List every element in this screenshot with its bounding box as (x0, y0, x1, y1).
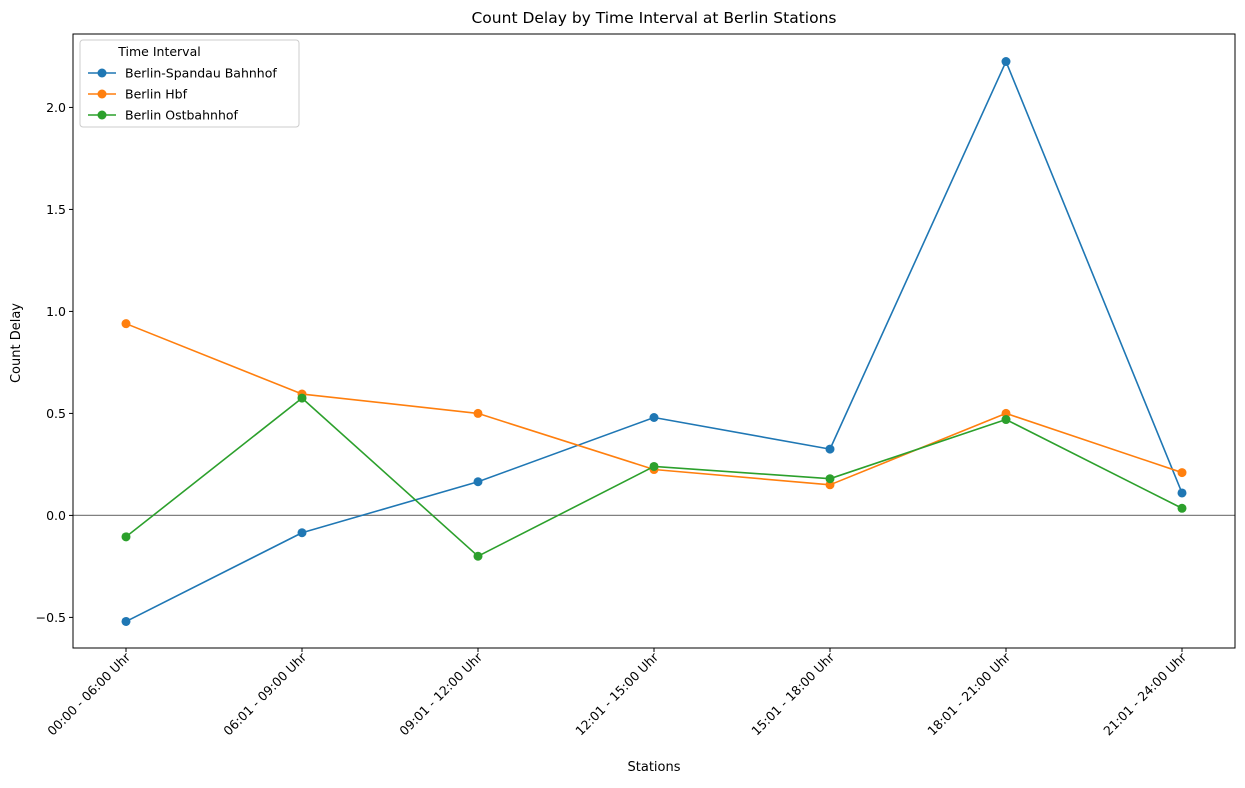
data-point-s0-5 (1001, 57, 1011, 67)
data-point-s2-3 (649, 461, 659, 471)
data-point-s2-0 (121, 532, 131, 542)
data-point-s0-4 (825, 444, 835, 454)
legend-marker-1 (97, 89, 107, 99)
y-tick-label-0: −0.5 (36, 610, 66, 625)
data-point-s2-1 (297, 393, 307, 403)
x-axis-label: Stations (628, 760, 681, 775)
legend-box (79, 39, 300, 128)
legend: Time Interval Berlin-Spandau Bahnhof Berli… (79, 39, 300, 128)
legend-marker-2 (97, 110, 107, 120)
y-tick-label-1: 0.0 (46, 508, 66, 523)
data-point-s0-6 (1177, 488, 1187, 498)
data-point-s1-6 (1177, 468, 1187, 478)
data-point-s0-1 (297, 528, 307, 538)
data-point-s2-2 (473, 551, 483, 561)
legend-label-2: Berlin Ostbahnhof (125, 108, 239, 123)
legend-label-0: Berlin-Spandau Bahnhof (125, 66, 277, 81)
data-point-s0-2 (473, 477, 483, 487)
data-point-s0-3 (649, 412, 659, 422)
data-point-s1-0 (121, 319, 131, 329)
data-point-s2-6 (1177, 503, 1187, 513)
chart-title: Count Delay by Time Interval at Berlin S… (471, 9, 836, 27)
y-axis-label: Count Delay (9, 303, 24, 383)
data-point-s2-5 (1001, 415, 1011, 425)
y-tick-label-4: 1.5 (46, 202, 66, 217)
legend-title: Time Interval (117, 44, 200, 59)
data-point-s0-0 (121, 616, 131, 626)
y-tick-label-5: 2.0 (46, 100, 66, 115)
legend-marker-0 (97, 68, 107, 78)
data-point-s1-2 (473, 408, 483, 418)
y-tick-label-2: 0.5 (46, 406, 66, 421)
data-point-s2-4 (825, 474, 835, 484)
legend-label-1: Berlin Hbf (125, 87, 188, 102)
y-tick-label-3: 1.0 (46, 304, 66, 319)
